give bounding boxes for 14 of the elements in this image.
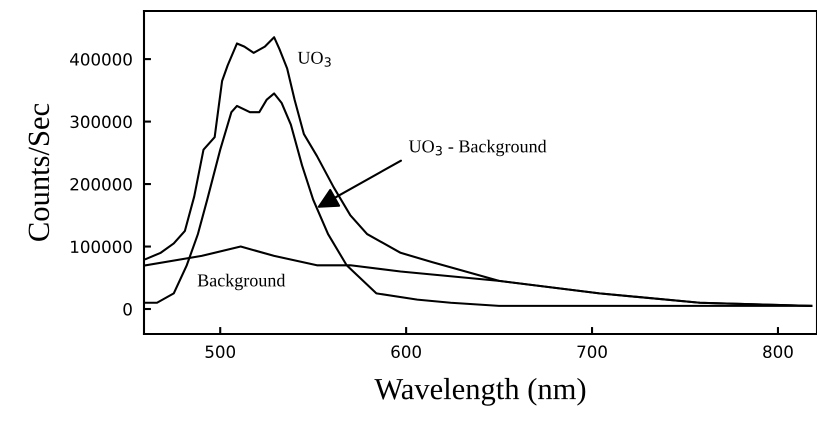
x-tick-label: 700 (578, 345, 607, 358)
y-tick-label: 200000 (70, 178, 132, 191)
annotation: Background (198, 274, 286, 290)
x-axis-title: Wavelength (nm) (374, 378, 586, 406)
y-tick-label: 300000 (70, 116, 132, 128)
y-axis-title: Counts/Sec (28, 104, 50, 241)
x-tick-label: 600 (391, 345, 421, 358)
y-tick-label: 400000 (70, 53, 132, 66)
y-tick-label: 0 (123, 302, 132, 316)
y-tick-label: 100000 (71, 240, 132, 254)
x-tick-label: 500 (206, 345, 236, 358)
annotation: UO$_{3}$ (298, 52, 331, 67)
x-tick-label: 800 (763, 345, 793, 358)
annotation: UO$_{3}$ - Background (408, 140, 546, 156)
